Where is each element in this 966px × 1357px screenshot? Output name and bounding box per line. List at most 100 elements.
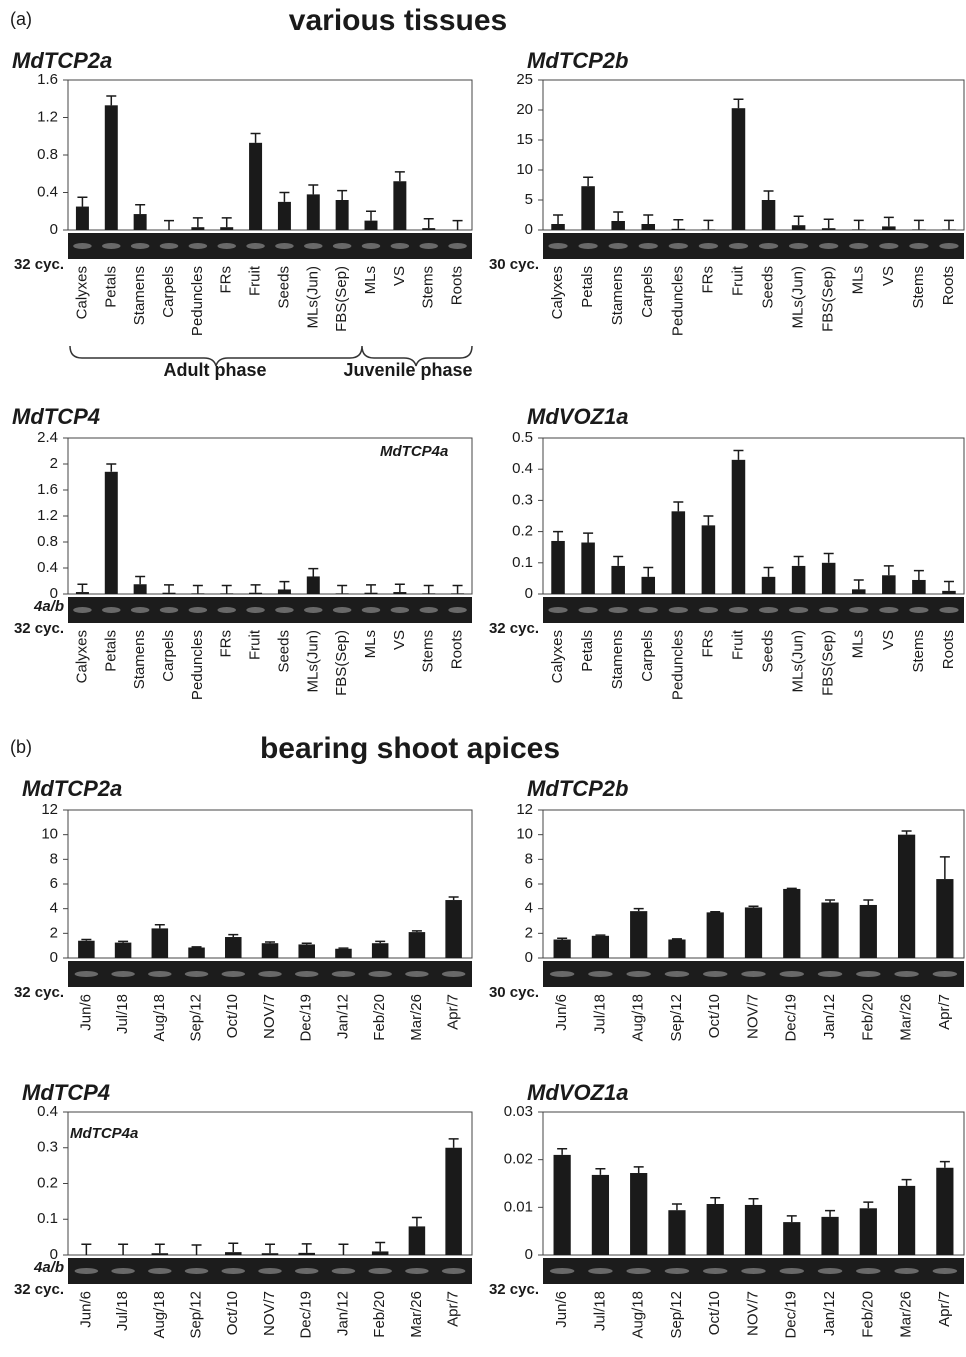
- error-bar: [733, 99, 743, 108]
- y-tick-label: 4: [525, 900, 533, 917]
- y-tick-label: 2: [50, 455, 58, 472]
- gel-band: [448, 607, 466, 613]
- gel-band: [578, 607, 597, 613]
- x-tick-label: Oct/10: [706, 1291, 723, 1335]
- x-tick-label: FRs: [218, 630, 235, 658]
- error-bar: [673, 502, 683, 511]
- error-bar: [710, 912, 720, 913]
- bar: [278, 202, 291, 230]
- y-tick-label: 0.03: [504, 1103, 533, 1120]
- gel-band: [550, 971, 574, 977]
- gel-band: [699, 243, 718, 249]
- error-bar: [595, 1169, 605, 1175]
- bar: [220, 593, 233, 594]
- gel-band: [909, 607, 928, 613]
- bar: [307, 194, 320, 230]
- gel-band: [609, 607, 628, 613]
- gel-band: [304, 243, 322, 249]
- error-bar: [192, 947, 202, 948]
- gel-band: [933, 1268, 957, 1274]
- gel-band: [548, 243, 567, 249]
- error-bar: [787, 1216, 797, 1222]
- gel-band: [741, 971, 765, 977]
- gel-band: [73, 243, 91, 249]
- gel-band: [391, 607, 409, 613]
- x-tick-label: VS: [880, 630, 897, 650]
- bar: [134, 584, 147, 594]
- y-tick-label: 25: [516, 71, 533, 88]
- bar: [702, 525, 716, 594]
- error-bar: [902, 831, 912, 835]
- chart-title: MdTCP2a: [22, 776, 122, 801]
- gel-band: [295, 971, 319, 977]
- bar: [152, 1253, 169, 1255]
- error-bar: [193, 586, 203, 594]
- y-tick-label: 0.8: [37, 146, 58, 163]
- error-bar: [424, 586, 434, 594]
- gel-label: 4a/b: [33, 598, 64, 615]
- x-tick-label: Aug/18: [630, 994, 647, 1042]
- gel-band: [73, 607, 91, 613]
- x-tick-label: Roots: [940, 630, 957, 669]
- error-bar: [308, 185, 318, 194]
- gel-band: [160, 243, 178, 249]
- bar: [581, 543, 595, 594]
- error-bar: [557, 938, 567, 939]
- x-tick-label: Jan/12: [334, 1291, 351, 1336]
- plot-frame: [543, 80, 964, 230]
- cycle-label: 32 cyc.: [14, 1281, 64, 1298]
- x-tick-label: MLs(Jun): [304, 266, 321, 329]
- bar: [611, 566, 625, 594]
- x-tick-label: Apr/7: [936, 1291, 953, 1327]
- bar: [882, 226, 896, 230]
- bar: [630, 911, 647, 958]
- gel-band: [588, 971, 612, 977]
- error-bar: [824, 219, 834, 228]
- bar: [581, 186, 595, 230]
- y-tick-label: 10: [516, 826, 533, 843]
- y-tick-label: 0: [50, 221, 58, 238]
- x-tick-label: MLs(Jun): [304, 630, 321, 693]
- x-tick-label: MLs: [850, 630, 867, 658]
- x-tick-label: Sep/12: [668, 994, 685, 1042]
- gel-band: [368, 1268, 392, 1274]
- gel-band: [856, 971, 880, 977]
- error-bar: [395, 584, 405, 592]
- x-tick-label: Stamens: [609, 266, 626, 325]
- x-tick-label: Jun/6: [77, 994, 94, 1031]
- gel-band: [333, 243, 351, 249]
- y-tick-label: 2.4: [37, 429, 58, 446]
- x-tick-label: Seeds: [275, 266, 292, 309]
- cycle-label: 32 cyc.: [489, 1281, 539, 1298]
- error-bar: [863, 1202, 873, 1208]
- error-bar: [672, 1204, 682, 1210]
- x-tick-label: Feb/20: [859, 1291, 876, 1338]
- y-tick-label: 0: [525, 1246, 533, 1263]
- bar: [372, 943, 389, 958]
- bar: [702, 229, 716, 230]
- error-bar: [944, 582, 954, 591]
- x-tick-label: Feb/20: [371, 1291, 388, 1338]
- bar: [298, 1253, 315, 1255]
- x-tick-label: Carpels: [639, 630, 656, 682]
- x-tick-label: MLs(Jun): [790, 630, 807, 693]
- gel-band: [849, 607, 868, 613]
- gel-band: [160, 607, 178, 613]
- x-tick-label: Carpels: [639, 266, 656, 318]
- error-bar: [453, 221, 463, 230]
- x-tick-label: FBS(Sep): [820, 266, 837, 332]
- bar: [641, 577, 655, 594]
- gel-band: [818, 1268, 842, 1274]
- x-tick-label: MLs: [362, 266, 379, 294]
- error-bar: [164, 221, 174, 230]
- gel-band: [789, 607, 808, 613]
- bar: [630, 1173, 647, 1255]
- gel-band: [818, 971, 842, 977]
- gel: [68, 597, 472, 623]
- x-tick-label: FBS(Sep): [820, 630, 837, 696]
- bar: [668, 1210, 685, 1255]
- bar: [672, 229, 686, 230]
- gel-band: [362, 607, 380, 613]
- bar: [898, 1186, 915, 1255]
- error-bar: [634, 909, 644, 911]
